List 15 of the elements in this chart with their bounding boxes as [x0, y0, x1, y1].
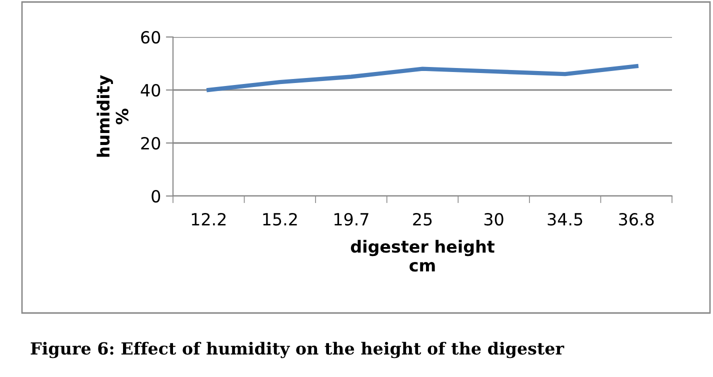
y-axis-title: humidity %: [96, 75, 128, 157]
y-tick-label: 20: [141, 136, 160, 150]
x-tick-label: 25: [413, 212, 432, 226]
x-tick-label: 30: [484, 212, 504, 226]
x-axis-title: digester height cm: [350, 240, 494, 272]
x-tick-label: 34.5: [548, 212, 582, 226]
y-tick-label: 0: [152, 190, 160, 203]
x-tick-label: 15.2: [263, 212, 297, 226]
x-tick-label: 19.7: [334, 212, 368, 226]
caption: Figure 6: Effect of humidity on the height of the digester: [30, 342, 564, 358]
x-tick-label: 36.8: [619, 212, 654, 226]
x-tick-label: 12.2: [192, 212, 226, 226]
y-tick-label: 40: [140, 84, 160, 97]
y-tick-label: 60: [141, 30, 160, 44]
line-series: [206, 64, 638, 92]
